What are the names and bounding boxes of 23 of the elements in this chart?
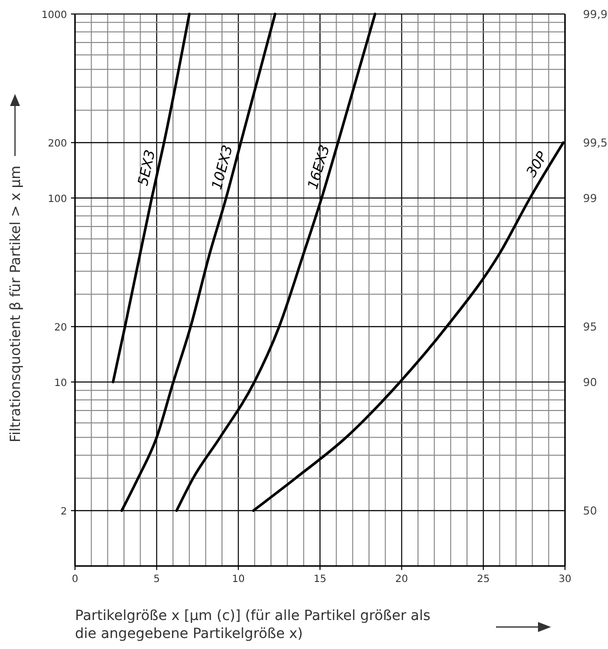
y-tick-label: 10 bbox=[54, 378, 67, 389]
y-axis-title: Filtrationsquotient β für Partikel > x µm bbox=[8, 166, 24, 442]
text: 99,9 bbox=[583, 8, 608, 21]
x-tick-label: 20 bbox=[395, 574, 408, 585]
x-tick-label: 10 bbox=[232, 574, 245, 585]
x-tick-label: 0 bbox=[72, 574, 78, 585]
y-tick-label: 200 bbox=[48, 138, 67, 150]
text: 99,5 bbox=[583, 136, 608, 150]
x-tick-label: 30 bbox=[558, 574, 572, 585]
text: 95 bbox=[583, 320, 597, 334]
text: 90 bbox=[583, 376, 597, 389]
y-tick-label: 2 bbox=[60, 506, 67, 518]
y-tick-label: 20 bbox=[54, 322, 67, 334]
x-axis-title: Partikelgröße x [µm (c)] (für alle Partikel größer als die angegebene Partikelgröße x) bbox=[75, 608, 430, 642]
text: 50 bbox=[583, 504, 597, 518]
x-tick-label: 15 bbox=[314, 574, 326, 585]
text: 10EX3 bbox=[209, 144, 236, 192]
x-tick-label: 25 bbox=[476, 574, 490, 585]
y-tick-label: 1000 bbox=[42, 10, 67, 21]
text: 99 bbox=[583, 192, 597, 205]
text: 5EX3 bbox=[135, 148, 159, 188]
x-tick-label: 5 bbox=[153, 574, 160, 585]
y-tick-label: 100 bbox=[48, 194, 67, 205]
